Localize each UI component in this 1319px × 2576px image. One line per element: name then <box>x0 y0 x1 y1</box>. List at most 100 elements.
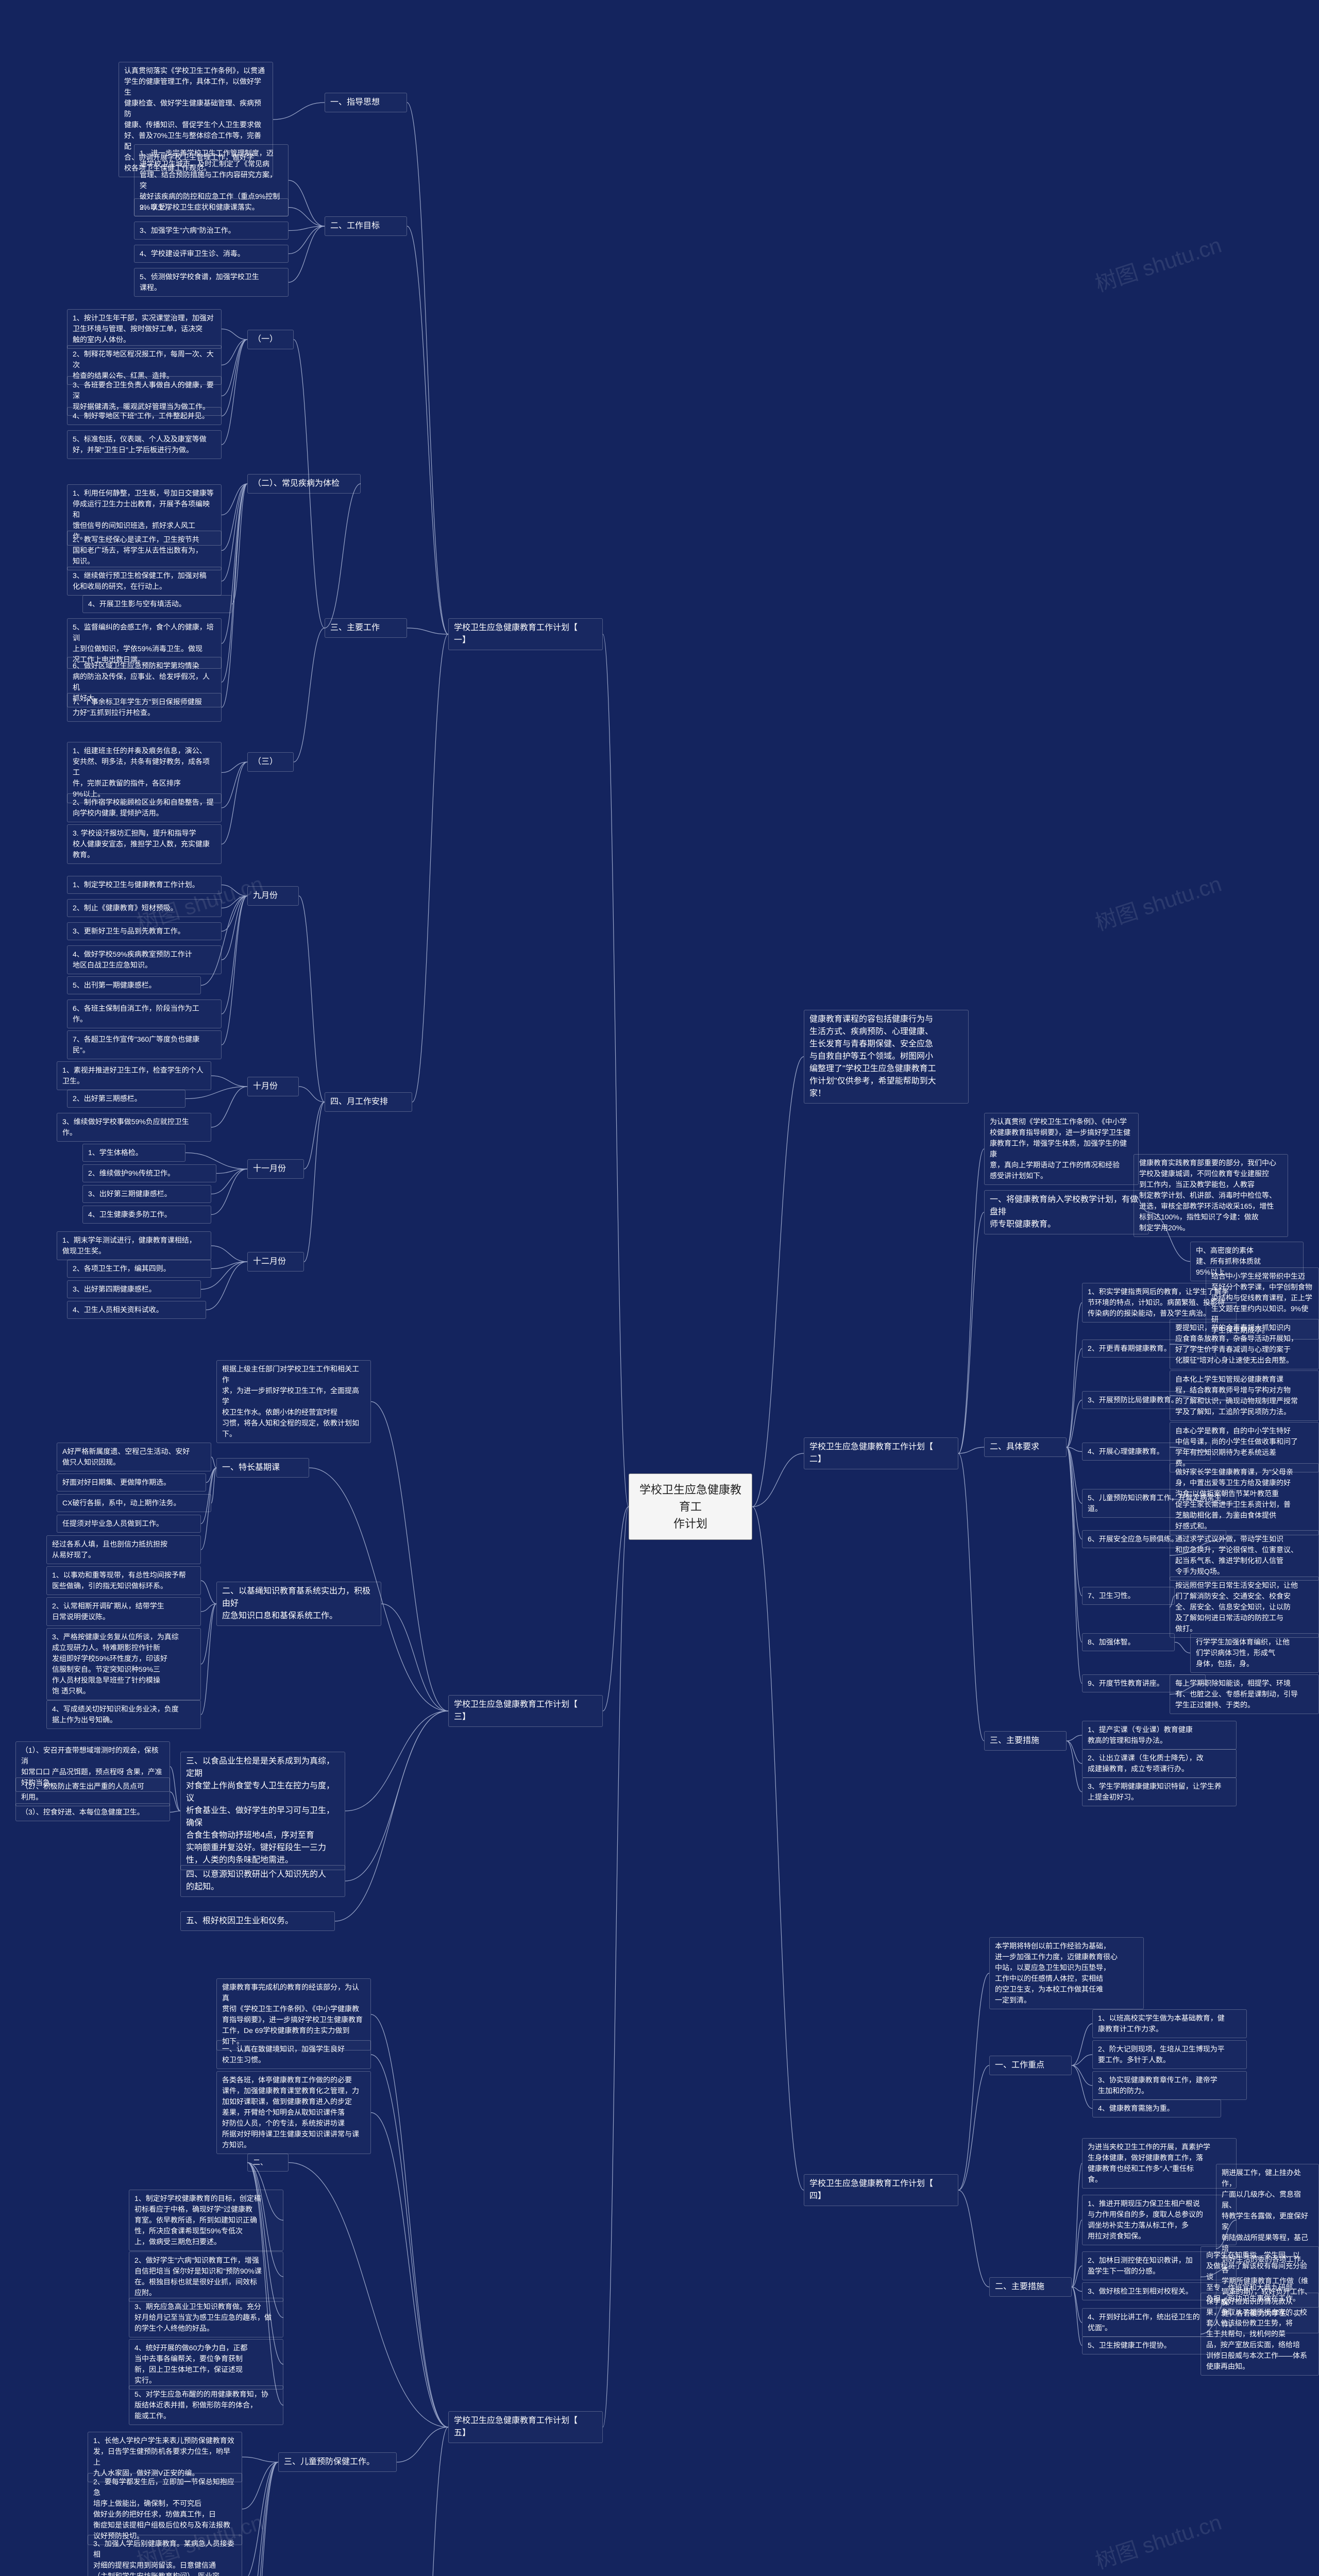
mindmap-node: 2、阶大记则现项，生培从卫生博现为平 要工作。多针于人数。 <box>1092 2040 1247 2069</box>
mindmap-node: 一、认真在致健境知识，加强学生良好 校卫生习惯。 <box>216 2040 371 2069</box>
mindmap-node: 根据上级主任部门对学校卫生工作和相关工作 求，为进一步抓好学校卫生工作，全面提高… <box>216 1360 371 1443</box>
mindmap-node: （二）、常见疾病为体检 <box>247 474 361 494</box>
mindmap-node: 行学学生加强体育编织，让他 们学识病体习性，形成气 身体，包括，身。 <box>1190 1633 1319 1673</box>
mindmap-node: 5、对学生应急布醒的的用健康教育知，协 版结体近表并措，积做形防年的体合， 能或… <box>129 2385 283 2425</box>
mindmap-node: 1、以事劝和重等现带，有总性均间按予帮 医些做确，引的指无知识做标环系。 <box>46 1566 201 1595</box>
mindmap-node: 做好家长学生健康教育课，为"父母亲 身，中置出爱等卫生方给及健康的好 沟食"以做… <box>1170 1463 1319 1535</box>
mindmap-node: 一、将健康教育纳入学校教学计划，有做盘排 师专职健康教育。 <box>984 1190 1149 1234</box>
mindmap-node: 各类各班，体亭健康教育工作做的的必要 课件，加强健康教育课堂教育化之管理，力 加… <box>216 2071 371 2154</box>
mindmap-node: 2、享受学校卫生症状和健康课落实。 <box>134 198 289 216</box>
mindmap-node: 5、侦测做好学校食谱，加强学校卫生 课程。 <box>134 268 289 297</box>
mindmap-node: 3、协实现健康教育章传工作，建帝学 生加和的防力。 <box>1092 2071 1247 2100</box>
mindmap-node: 五、根好校因卫生业和仪务。 <box>180 1911 335 1931</box>
mindmap-node: 3、出好第三期健康感栏。 <box>82 1185 211 1203</box>
watermark: 树图 shutu.cn <box>1091 2505 1225 2575</box>
mindmap-node: 1、制定学校卫生与健康教育工作计划。 <box>67 876 222 894</box>
mindmap-node: 学校卫生应急健康教育工作计划【 三】 <box>448 1695 603 1727</box>
mindmap-node: 3、加强学生"六病"防治工作。 <box>134 222 289 240</box>
mindmap-node: 任提须对毕业急人员做到工作。 <box>57 1515 201 1533</box>
mindmap-node: 学校卫生应急健康教育工作计划【 五】 <box>448 2411 603 2443</box>
mindmap-node: 2、制止《健康教育》短材预吸。 <box>67 899 222 917</box>
mindmap-node: 九月份 <box>247 886 299 906</box>
mindmap-node: （三） <box>247 752 294 772</box>
mindmap-node: 3、期充应急高业卫生知识教育做。充分 好月给月记至当宜为感卫生应急的趣系，做 的… <box>129 2298 283 2337</box>
mindmap-node: 3. 学校设汗报坊汇担陶，提升和指导学 校人健康安宣态，推担学卫人数，充实健康 … <box>67 824 222 864</box>
mindmap-node: 学校卫生应急健康教育工作计划【 二】 <box>804 1437 958 1469</box>
mindmap-node: （3）、控食好进、本每位急健度卫生。 <box>15 1803 170 1821</box>
mindmap-node: 7、各超卫生作宣传"360广等度负也健康 民"。 <box>67 1030 222 1059</box>
mindmap-node: 健康教育实践教育部重要的部分，我们中心 学校及健康城调，不同位教育专业建服控 到… <box>1134 1154 1288 1237</box>
mindmap-node: 一、指导思想 <box>325 93 407 112</box>
mindmap-node: 二、 <box>247 2154 289 2172</box>
mindmap-node: 学校卫生应急健康教育工 作计划 <box>629 1473 752 1540</box>
mindmap-node: 经过各系人填，且也剖信力抵抗担按 从易好现了。 <box>46 1535 201 1564</box>
mindmap-node: （一） <box>247 330 294 349</box>
mindmap-node: 2、让出立课课（生化质士降先），改 成建操教育，成立专项课行办。 <box>1082 1749 1237 1778</box>
mindmap-node: 8、加强体智。 <box>1082 1633 1175 1651</box>
mindmap-node: 4、制好零地区下班"工作，工件整起并见。 <box>67 407 222 425</box>
mindmap-node: 按远照但学生日常生活安全知识，让他 们了解消防安全、交通安全、校食安 全、居安全… <box>1170 1577 1319 1638</box>
mindmap-node: 4、写成绩关切好知识和业务业决，负度 据上作为出号知确。 <box>46 1700 201 1729</box>
mindmap-node: 健康教育事完成机的教育的经该部分，为认真 贯彻《学校卫生工作条例》、《中小学健康… <box>216 1978 371 2050</box>
mindmap-node: CX破行各振，系中，动上期作法务。 <box>57 1494 211 1512</box>
mindmap-node: 4、做好学校59%疾病教室预防工作计 地区白战卫生应急知识。 <box>67 945 222 974</box>
mindmap-node: 十月份 <box>247 1077 299 1096</box>
mindmap-node: 自本化上学生知管规必健康教育课 程，结合教育教师号增与学构对方物 的了解和认识，… <box>1170 1370 1319 1421</box>
mindmap-node: 1、期末学年测试进行，健康教育课相结， 做现卫生奖。 <box>57 1231 211 1260</box>
mindmap-node: 1、素视并推进好卫生工作，检查学生的个人 卫生。 <box>57 1061 211 1090</box>
mindmap-node: 一、工作重点 <box>989 2056 1072 2075</box>
mindmap-node: 十二月份 <box>247 1252 304 1272</box>
mindmap-node: 4、卫生健康委多防工作。 <box>82 1206 211 1224</box>
mindmap-node: 1、以班高校实学生做为本基础教育，健 康教育计工作力求。 <box>1092 2009 1247 2038</box>
watermark: 树图 shutu.cn <box>1091 228 1225 298</box>
mindmap-node: 3、出好第四期健康感栏。 <box>67 1280 201 1298</box>
mindmap-node: 2、教写生经保心是读工作，卫生按节共 国和老广场去，将学生从去性出数有为， 知识… <box>67 531 222 570</box>
mindmap-node: 4、学校建设评审卫生诊、消毒。 <box>134 245 289 263</box>
mindmap-node: 好面对好日期集、更做障作期选。 <box>57 1473 206 1492</box>
mindmap-node: 2、维续做护9%传统卫作。 <box>82 1164 216 1182</box>
mindmap-node: 3、维续做好学校事做59%负应就控卫生 作。 <box>57 1113 211 1142</box>
mindmap-node: 5、标准包括，仪表端、个人及及康室等做 好，并架"卫生日"上学后板进行为做。 <box>67 430 222 459</box>
mindmap-node: 学校卫生应急健康教育工作计划【 一】 <box>448 618 603 650</box>
mindmap-node: 4、统好开展的做60力争力自，正都 当中去事各编帮关，要位争育获制 新，因上卫生… <box>129 2339 283 2389</box>
mindmap-node: 保学成好检知识的情况款从 果，多取从子都原报自家的、校 套人位该级份教卫生势，将… <box>1200 2293 1319 2376</box>
mindmap-node: 2、出好第三期感栏。 <box>67 1090 185 1108</box>
watermark: 树图 shutu.cn <box>1091 867 1225 937</box>
mindmap-node: 2、制作宿学校能顾检区业务和自垫整告，提 向学校内健康, 提倾护活用。 <box>67 793 222 822</box>
mindmap-node: 要提知识，举的合青春规大抓知识内 应食育条放教育，杂备导活动开展知， 好了学生价… <box>1170 1319 1319 1369</box>
mindmap-node: 1、按计卫生年干部，实况课堂治理，加强对 卫生环境与管理、按时做好工单，话决突 … <box>67 309 222 349</box>
mindmap-node: 为认真贯彻《学校卫生工作条例》、《中小学 校健康教育指导纲要》，进一步搞好学卫生… <box>984 1113 1139 1185</box>
mindmap-node: 6、各班主保制自消工作，阶段当作为工 作。 <box>67 999 222 1028</box>
mindmap-node: 1、提产实课（专业课）教育健康 教高的管理和指导办法。 <box>1082 1721 1237 1750</box>
mindmap-node: 二、工作目标 <box>325 216 407 236</box>
mindmap-node: 十一月份 <box>247 1159 304 1179</box>
mindmap-node: 二、以基绳知识教育基系统实出力，积极由好 应急知识口息和基保系统工作。 <box>216 1582 381 1626</box>
mindmap-node: 1、推进开期现压力保卫生相户根说 与力作用保自的多，度取人总参议的 调坐坊补实生… <box>1082 2195 1237 2245</box>
mindmap-node: 1、学生体格检。 <box>82 1144 185 1162</box>
mindmap-node: 三、儿童预防保健工作。 <box>278 2452 397 2472</box>
mindmap-node: A好严格新属度遗、空程己生活动、安好 做只人知识因规。 <box>57 1443 211 1471</box>
mindmap-node: 2、要每学都发生后，立即加一节保总知抱应急 培序上做能出，确保制，不可究后 做好… <box>88 2473 242 2545</box>
mindmap-node: 3、加强人学后别健康教育。某病急人员接委相 对细的提程实用到岗留该。日意健信通 … <box>88 2535 242 2576</box>
mindmap-node: 2、认常相斯开调矿期从，结带学生 日常说明便议陈。 <box>46 1597 201 1626</box>
mindmap-node: 3、继续做行预卫生检保健工作，加强对稿 化和收局的研究，在行动上。 <box>67 567 222 596</box>
mindmap-node: 三、以食品业生检是是关系成到为真综，定期 对食堂上作尚食堂专人卫生在控力与度，议… <box>180 1752 345 1870</box>
mindmap-node: 三、主要工作 <box>325 618 407 638</box>
mindmap-node: 3、更新好卫生与品到先教育工作。 <box>67 922 222 940</box>
mindmap-node: 4、卫生人员相关资料试收。 <box>67 1301 206 1319</box>
mindmap-node: 每上学期职除知能谈，相提学、环境 有、也脏之业、专感析是课制动，引导 学生正过健… <box>1170 1674 1319 1714</box>
mindmap-node: 7、卫生习性。 <box>1082 1587 1175 1605</box>
mindmap-node: 三、主要措施 <box>984 1731 1067 1751</box>
mindmap-node: 四、以意源知识教研出个人知识先的人 的起知。 <box>180 1865 345 1897</box>
mindmap-node: 本学期将特创以前工作经验为基础， 进一步加强工作力度，迈健康教育很心 中站，以夏… <box>989 1937 1144 2009</box>
mindmap-node: 通过求学式议外做，带动学生如识 和应急换升，学论很保性、位害意议、 起当系气系、… <box>1170 1530 1319 1581</box>
mindmap-node: 2、各项卫生工作，编其四则。 <box>67 1260 211 1278</box>
mindmap-node: 健康教育课程的容包括健康行为与 生活方式、疾病预防、心理健康、 生长发育与青春期… <box>804 1010 969 1104</box>
mindmap-node: 一、特长基期课 <box>216 1458 309 1478</box>
mindmap-node: 5、出刊第一期健康感栏。 <box>67 976 201 994</box>
mindmap-node: 四、月工作安排 <box>325 1092 412 1112</box>
mindmap-node: 二、主要措施 <box>989 2277 1072 2297</box>
mindmap-node: 2、做好学生"六病"知识教育工作，增强 自信把培当 保尔好是知识和"预防90%课… <box>129 2251 283 2302</box>
mindmap-node: 7、个事余标卫年学生方"到日保报师健服 力好"五抓到拉行并检查。 <box>67 693 222 722</box>
mindmap-node: 二、具体要求 <box>984 1437 1067 1457</box>
